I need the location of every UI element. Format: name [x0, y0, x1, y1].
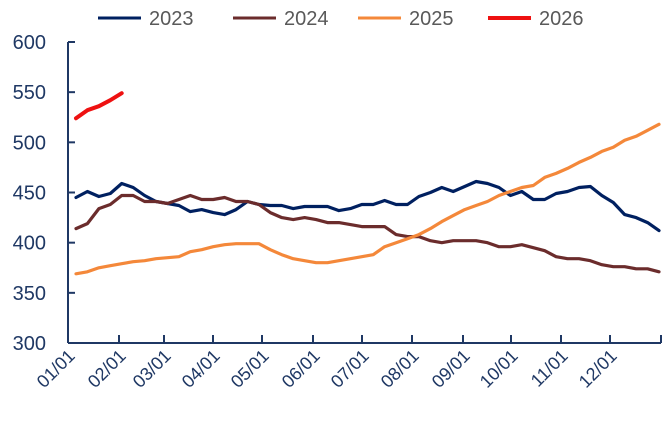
- y-tick-label: 400: [13, 233, 46, 255]
- y-tick-label: 600: [13, 32, 46, 54]
- legend-label: 2023: [149, 8, 194, 30]
- y-tick-label: 300: [13, 333, 46, 355]
- x-tick-label: 06/01: [278, 346, 324, 392]
- x-tick-label: 04/01: [178, 346, 224, 392]
- x-tick-label: 09/01: [428, 346, 474, 392]
- legend-item-2024: 2024: [233, 8, 329, 30]
- y-tick-label: 500: [13, 132, 46, 154]
- x-tick-label: 05/01: [227, 346, 273, 392]
- x-axis: 01/01 02/01 03/01 04/01 05/01 06/01 07/01 08/01…: [33, 335, 662, 392]
- x-tick-label: 03/01: [129, 346, 175, 392]
- x-tick-label: 07/01: [327, 346, 373, 392]
- y-tick-label: 450: [13, 183, 46, 205]
- x-tick-label: 02/01: [84, 346, 130, 392]
- x-tick-label: 08/01: [377, 346, 423, 392]
- series-line-2023: [74, 179, 661, 233]
- x-tick-label: 11/01: [527, 346, 572, 391]
- legend-label: 2024: [284, 8, 329, 30]
- series-line-2026: [74, 91, 124, 121]
- legend-label: 2025: [409, 8, 454, 30]
- legend: 2023 2024 2025 2026: [98, 8, 584, 30]
- series-line-2024: [74, 193, 661, 274]
- y-tick-label: 350: [13, 283, 46, 305]
- y-axis: 300 350 400 450 500 550 600: [13, 32, 75, 355]
- series-line-2025: [74, 122, 661, 276]
- legend-item-2026: 2026: [488, 8, 584, 30]
- x-tick-label: 10/01: [476, 346, 522, 392]
- series-group: [74, 91, 661, 276]
- legend-label: 2026: [539, 8, 584, 30]
- y-tick-label: 550: [13, 82, 46, 104]
- legend-item-2023: 2023: [98, 8, 194, 30]
- x-tick-label: 12/01: [575, 346, 621, 392]
- legend-item-2025: 2025: [358, 8, 454, 30]
